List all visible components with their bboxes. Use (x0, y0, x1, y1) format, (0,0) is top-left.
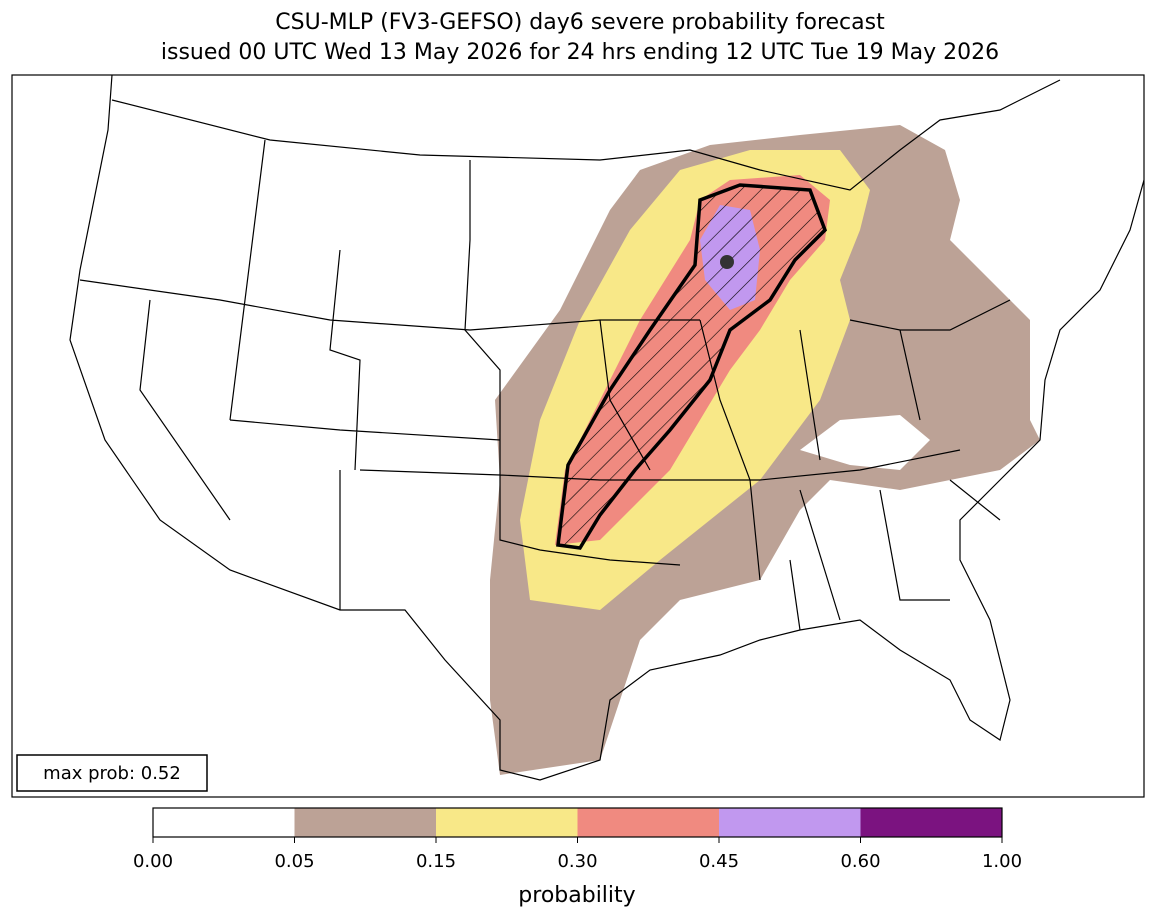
tick-label: 0.30 (557, 851, 597, 872)
title-line: CSU-MLP (FV3-GEFSO) day6 severe probabil… (275, 10, 885, 35)
tick-label: 0.00 (133, 851, 173, 872)
title-line: issued 00 UTC Wed 13 May 2026 for 24 hrs… (161, 40, 999, 65)
map (12, 75, 1144, 797)
colorbar-segment (436, 808, 578, 837)
colorbar-segment (860, 808, 1002, 837)
tick-label: 0.15 (416, 851, 456, 872)
gap (800, 415, 930, 470)
colorbar-segment (153, 808, 295, 837)
colorbar-segment (294, 808, 436, 837)
us-outline (69, 75, 1144, 781)
max-prob-label: max prob: 0.52 (43, 763, 181, 784)
max-point (720, 255, 734, 269)
map-frame (11, 74, 1145, 798)
tick-label: 0.05 (274, 851, 314, 872)
state-lines (79, 139, 1011, 631)
tick-label: 1.00 (982, 851, 1022, 872)
max-prob-box (16, 754, 208, 792)
colorbar-segment (719, 808, 861, 837)
tick-label: 0.60 (840, 851, 880, 872)
colorbar-label: probability (518, 883, 635, 908)
colorbar: 0.00 0.05 0.15 0.30 0.45 0.60 1.00 (133, 807, 1022, 872)
hatched-area (556, 183, 828, 550)
colorbar-segment (577, 808, 719, 837)
tick-label: 0.45 (699, 851, 739, 872)
border (111, 79, 1061, 191)
